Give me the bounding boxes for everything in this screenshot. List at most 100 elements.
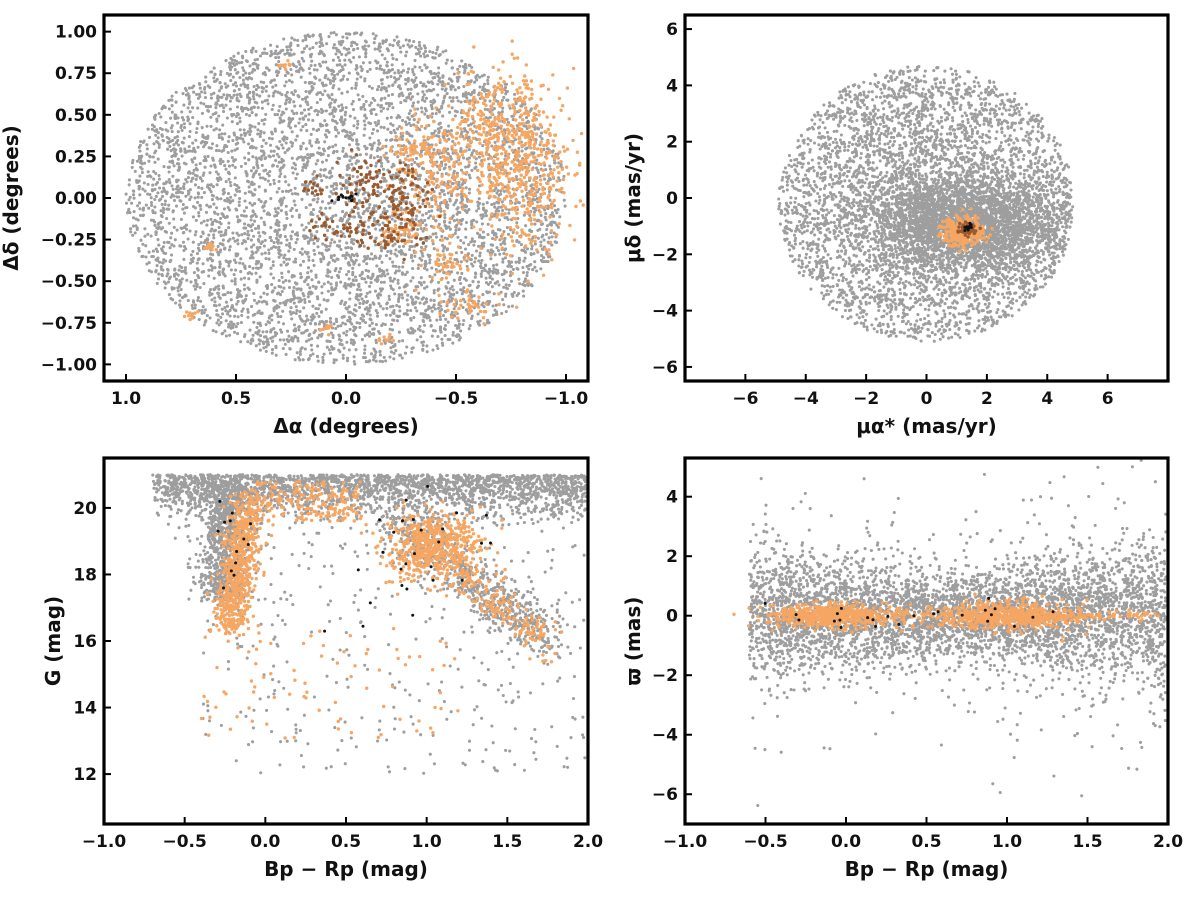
point-field — [424, 109, 428, 113]
point-field — [247, 233, 251, 237]
point-field — [265, 302, 269, 306]
point-field — [217, 303, 222, 307]
point-field — [420, 340, 424, 344]
point-field — [265, 286, 269, 291]
point-field — [330, 345, 334, 349]
point-field — [491, 271, 495, 275]
point-field — [380, 323, 384, 328]
point-field — [290, 230, 294, 234]
point-field — [439, 125, 443, 129]
point-field — [253, 188, 257, 192]
point-field — [199, 207, 203, 211]
point-field — [381, 272, 385, 276]
point-field — [394, 248, 398, 252]
point-field — [194, 230, 198, 234]
point-field — [301, 125, 305, 129]
point-field — [141, 214, 145, 218]
point-field — [174, 100, 178, 104]
point-field — [287, 270, 291, 274]
point-field — [339, 338, 343, 342]
point-field — [473, 275, 477, 279]
point-field — [426, 314, 430, 318]
point-field — [266, 102, 270, 106]
point-field — [425, 350, 429, 354]
point-field — [128, 211, 132, 215]
point-field — [272, 181, 276, 186]
point-field — [300, 223, 304, 227]
point-field — [428, 49, 432, 54]
point-field — [269, 330, 273, 334]
point-field — [395, 127, 400, 131]
point-field — [219, 73, 223, 77]
point-field — [484, 214, 488, 218]
point-field — [373, 289, 378, 293]
point-field — [252, 166, 256, 170]
point-field — [250, 182, 255, 187]
point-field — [469, 92, 473, 96]
point-field — [313, 329, 317, 333]
point-field — [365, 299, 370, 303]
point-field — [546, 259, 550, 264]
point-field — [262, 299, 266, 303]
point-field — [423, 99, 427, 103]
point-field — [495, 128, 499, 132]
point-field — [196, 120, 200, 124]
point-field — [368, 290, 372, 294]
point-field — [188, 197, 192, 202]
point-field — [409, 87, 413, 91]
point-field — [322, 352, 326, 356]
point-field — [279, 328, 283, 332]
point-field — [270, 132, 274, 136]
point-field — [368, 203, 372, 207]
point-field — [193, 303, 197, 307]
point-field — [284, 180, 288, 184]
point-field — [157, 198, 162, 202]
point-field — [343, 186, 347, 190]
point-field — [157, 143, 161, 147]
point-field — [227, 226, 231, 230]
point-field — [483, 107, 487, 111]
point-field — [364, 147, 368, 151]
point-field — [263, 47, 267, 51]
point-field — [265, 330, 269, 334]
point-field — [458, 210, 462, 215]
point-field — [319, 257, 323, 261]
point-field — [137, 246, 141, 250]
point-field — [308, 139, 312, 143]
point-field — [173, 113, 177, 117]
point-field — [380, 53, 384, 57]
point-field — [244, 206, 249, 210]
point-field — [209, 115, 213, 119]
point-field — [354, 83, 358, 87]
point-field — [275, 45, 279, 49]
point-field — [467, 208, 471, 212]
point-field — [216, 94, 220, 98]
point-field — [517, 146, 521, 150]
point-field — [264, 112, 268, 116]
point-field — [187, 86, 191, 90]
point-field — [254, 169, 258, 173]
point-field — [296, 336, 300, 340]
point-field — [519, 243, 523, 247]
point-field — [432, 303, 436, 307]
point-field — [436, 334, 440, 339]
point-field — [339, 40, 344, 44]
point-field — [251, 67, 255, 71]
point-field — [301, 165, 305, 169]
point-field — [463, 300, 467, 304]
point-field — [388, 257, 392, 261]
point-field — [486, 82, 490, 86]
point-field — [182, 248, 186, 253]
point-field — [396, 69, 400, 73]
point-field — [252, 173, 256, 177]
point-field — [234, 84, 239, 88]
point-field — [293, 232, 298, 236]
point-field — [230, 113, 234, 117]
point-field — [176, 143, 181, 147]
point-field — [419, 47, 423, 51]
point-field — [440, 234, 444, 238]
point-field — [144, 203, 148, 207]
point-field — [460, 59, 464, 63]
point-field — [467, 327, 471, 331]
point-field — [202, 191, 206, 195]
